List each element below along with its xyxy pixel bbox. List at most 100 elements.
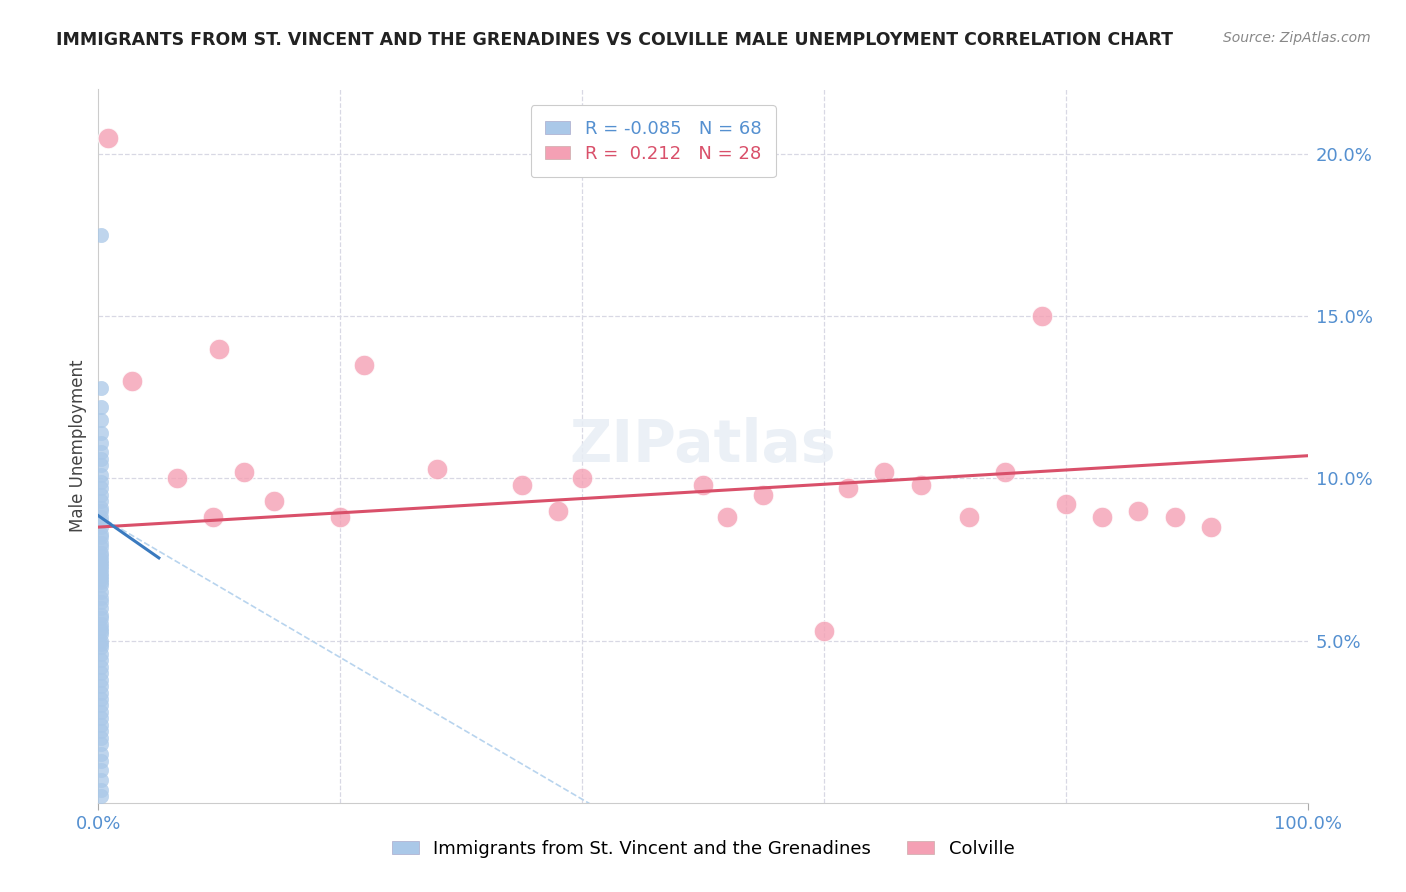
Point <box>90 504 112 518</box>
Point <box>90 400 112 414</box>
Point <box>90 692 112 706</box>
Point <box>90 435 112 450</box>
Point <box>208 342 231 356</box>
Point <box>90 481 112 495</box>
Point <box>873 465 896 479</box>
Point <box>692 478 714 492</box>
Point <box>90 595 112 609</box>
Point <box>547 504 569 518</box>
Point <box>1199 520 1222 534</box>
Point <box>510 478 533 492</box>
Point <box>90 611 112 625</box>
Point <box>90 789 112 804</box>
Point <box>90 468 112 483</box>
Point <box>90 566 112 580</box>
Point <box>90 526 112 541</box>
Point <box>90 549 112 564</box>
Point <box>90 585 112 599</box>
Text: ZIPatlas: ZIPatlas <box>569 417 837 475</box>
Point <box>90 711 112 725</box>
Point <box>90 637 112 651</box>
Point <box>837 481 859 495</box>
Point <box>90 773 112 788</box>
Point <box>166 471 188 485</box>
Point <box>90 458 112 473</box>
Point <box>90 659 112 673</box>
Point <box>90 445 112 459</box>
Point <box>90 647 112 661</box>
Y-axis label: Male Unemployment: Male Unemployment <box>69 359 87 533</box>
Point <box>90 617 112 632</box>
Point <box>90 536 112 550</box>
Point <box>90 578 112 592</box>
Point <box>994 465 1017 479</box>
Point <box>90 685 112 699</box>
Point <box>910 478 932 492</box>
Point <box>90 452 112 467</box>
Point <box>90 764 112 778</box>
Point <box>1054 497 1077 511</box>
Point <box>90 747 112 761</box>
Point <box>90 559 112 574</box>
Text: IMMIGRANTS FROM ST. VINCENT AND THE GRENADINES VS COLVILLE MALE UNEMPLOYMENT COR: IMMIGRANTS FROM ST. VINCENT AND THE GREN… <box>56 31 1173 49</box>
Point <box>90 381 112 395</box>
Point <box>90 624 112 638</box>
Point <box>426 461 449 475</box>
Point <box>90 666 112 681</box>
Point <box>90 601 112 615</box>
Point <box>90 653 112 667</box>
Point <box>90 510 112 524</box>
Point <box>90 621 112 635</box>
Point <box>90 705 112 719</box>
Point <box>90 425 112 440</box>
Point <box>752 488 775 502</box>
Point <box>1128 504 1150 518</box>
Point <box>90 627 112 641</box>
Point <box>202 510 225 524</box>
Point <box>90 607 112 622</box>
Point <box>263 494 285 508</box>
Point <box>90 633 112 648</box>
Point <box>90 500 112 515</box>
Point <box>90 475 112 489</box>
Point <box>90 520 112 534</box>
Point <box>90 572 112 586</box>
Point <box>90 514 112 528</box>
Point <box>90 731 112 745</box>
Point <box>90 530 112 544</box>
Point <box>90 556 112 570</box>
Point <box>90 724 112 739</box>
Point <box>571 471 593 485</box>
Point <box>90 591 112 606</box>
Point <box>90 546 112 560</box>
Point <box>1163 510 1185 524</box>
Legend: Immigrants from St. Vincent and the Grenadines, Colville: Immigrants from St. Vincent and the Gren… <box>384 833 1022 865</box>
Point <box>90 413 112 427</box>
Point <box>90 738 112 752</box>
Point <box>90 568 112 582</box>
Point <box>813 624 835 638</box>
Point <box>90 640 112 654</box>
Point <box>90 718 112 732</box>
Point <box>716 510 738 524</box>
Point <box>121 374 143 388</box>
Point <box>232 465 254 479</box>
Point <box>1091 510 1114 524</box>
Point <box>329 510 352 524</box>
Point <box>90 488 112 502</box>
Point <box>90 673 112 687</box>
Point <box>90 754 112 768</box>
Point <box>90 575 112 590</box>
Point <box>90 494 112 508</box>
Point <box>90 679 112 693</box>
Point <box>97 131 120 145</box>
Point <box>1031 310 1053 324</box>
Point <box>353 358 375 372</box>
Point <box>90 540 112 554</box>
Point <box>90 782 112 797</box>
Point <box>90 562 112 576</box>
Point <box>90 698 112 713</box>
Point <box>90 552 112 566</box>
Text: Source: ZipAtlas.com: Source: ZipAtlas.com <box>1223 31 1371 45</box>
Point <box>957 510 980 524</box>
